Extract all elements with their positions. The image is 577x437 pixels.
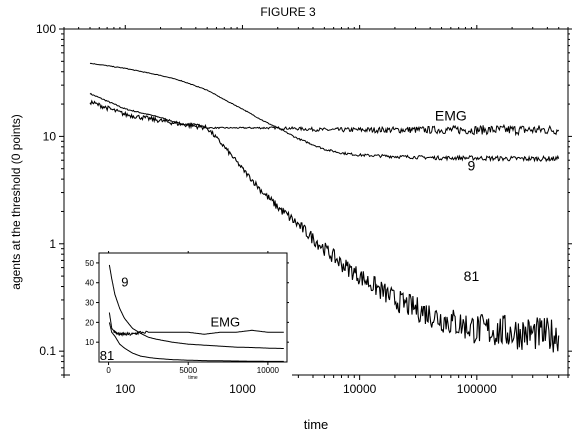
y-tick-label: 0.1 — [39, 344, 56, 358]
inset-plot-frame — [98, 252, 288, 363]
inset-series-label-emg: EMG — [211, 314, 241, 329]
x-tick-label: 10000 — [343, 382, 377, 396]
inset-background — [70, 240, 292, 383]
chart-title: FIGURE 3 — [260, 5, 316, 19]
x-axis-label: time — [304, 417, 329, 432]
x-tick-label: 100000 — [457, 382, 497, 396]
inset-x-axis-label: time — [188, 375, 198, 381]
x-tick-label: 1000 — [229, 382, 256, 396]
inset-series-label-81: 81 — [100, 348, 114, 363]
inset-chart: 10 20 30 40 50 0 5000 10000 time EMG 9 81 — [70, 240, 292, 383]
inset-x-tick-label: 0 — [106, 366, 111, 375]
y-tick-label: 100 — [36, 22, 56, 36]
y-tick-label: 1 — [49, 237, 56, 251]
plot-frame — [63, 28, 569, 376]
series-label-emg: EMG — [435, 108, 467, 124]
inset-x-tick-label: 5000 — [179, 366, 197, 375]
inset-y-tick-label: 40 — [85, 279, 94, 288]
inset-series-label-9: 9 — [121, 275, 128, 290]
series-line-81 — [89, 99, 560, 353]
inset-y-tick-label: 50 — [85, 259, 94, 268]
inset-y-tick-label: 20 — [85, 318, 94, 327]
series-label-81: 81 — [464, 268, 480, 284]
series-line-9 — [89, 62, 560, 163]
y-axis-label: agents at the threshold (0 points) — [9, 114, 23, 289]
inset-series-line-emg — [108, 312, 284, 337]
series-line-emg — [89, 92, 560, 137]
y-tick-label: 10 — [43, 129, 57, 143]
inset-series-line-81 — [108, 322, 284, 362]
series-label-9: 9 — [468, 158, 476, 174]
inset-x-tick-label: 10000 — [257, 366, 280, 375]
inset-series-line-9 — [108, 264, 284, 349]
inset-y-tick-label: 10 — [85, 338, 94, 347]
x-tick-label: 100 — [115, 382, 135, 396]
inset-y-tick-label: 30 — [85, 299, 94, 308]
